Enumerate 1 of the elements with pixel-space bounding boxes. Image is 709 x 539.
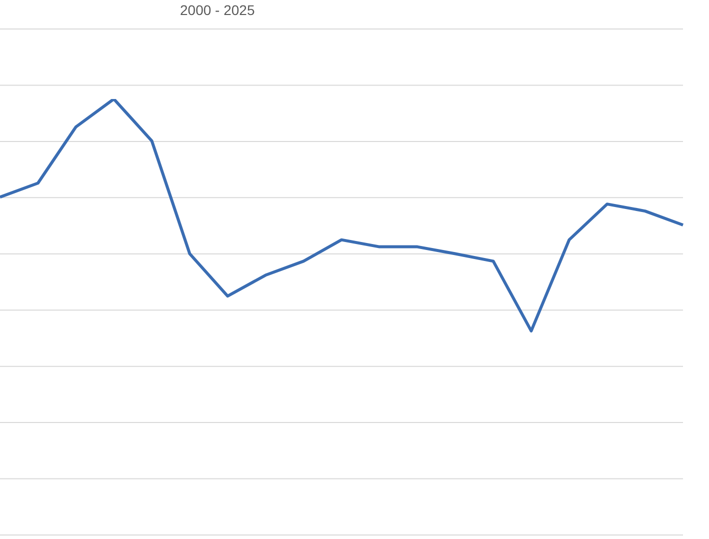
chart-subtitle: 2000 - 2025 — [180, 2, 255, 18]
